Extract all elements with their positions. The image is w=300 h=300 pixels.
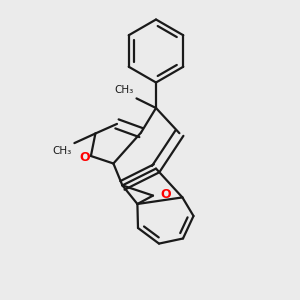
Text: CH₃: CH₃ [53, 146, 72, 155]
Text: O: O [160, 188, 171, 201]
Text: CH₃: CH₃ [115, 85, 134, 95]
Text: O: O [79, 151, 90, 164]
